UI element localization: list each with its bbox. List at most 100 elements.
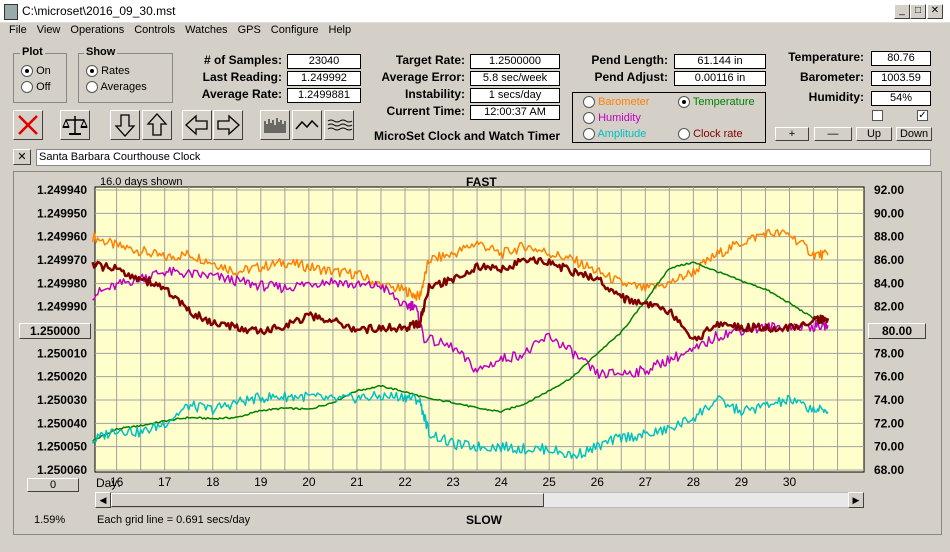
x-tick-label: 16 (110, 475, 124, 489)
y-left-tick-label: 1.249950 (37, 206, 87, 220)
balance-button[interactable] (60, 110, 90, 140)
y-left-tick-label: 1.250030 (37, 393, 87, 407)
line-chart-icon (295, 119, 319, 130)
arrow-down-button[interactable] (110, 110, 140, 140)
plot-off-radio[interactable] (21, 81, 33, 94)
humidity-label: Humidity: (808, 90, 864, 104)
plot-off-option[interactable]: Off (21, 81, 51, 94)
barometer-value: 1003.59 (871, 71, 931, 86)
clock-name-field[interactable]: Santa Barbara Courthouse Clock (36, 149, 931, 166)
plot-on-label: On (36, 65, 51, 77)
window-title: C:\microset\2016_09_30.mst (22, 4, 176, 18)
x-tick-label: 24 (494, 475, 508, 489)
y-left-tick-label: 1.250010 (37, 346, 87, 360)
sensor-option-humidity[interactable]: Humidity (583, 112, 641, 125)
plus-button[interactable]: + (775, 127, 809, 141)
x-tick-label: 18 (206, 475, 220, 489)
temperature-radio[interactable] (678, 96, 690, 109)
y-left-tick-label: 1.250040 (37, 416, 87, 430)
average-rate-value: 1.2499881 (287, 88, 361, 103)
sensor-option-barometer[interactable]: Barometer (583, 96, 649, 109)
y-right-tick-label: 90.00 (874, 206, 904, 220)
humidity-radio[interactable] (583, 112, 595, 125)
scroll-thumb[interactable] (111, 493, 544, 507)
y-left-tick-label: 1.249970 (37, 253, 87, 267)
plot-on-radio[interactable] (21, 65, 33, 78)
menu-view[interactable]: View (36, 24, 61, 36)
y-right-tick-label: 84.00 (874, 276, 904, 290)
left-axis-center-button[interactable]: 1.250000 (19, 323, 91, 339)
amplitude-radio[interactable] (583, 128, 595, 141)
close-window-button[interactable]: ✕ (927, 4, 943, 19)
y-right-tick-label: 78.00 (874, 346, 904, 360)
instability-value: 1 secs/day (470, 88, 560, 103)
zero-button[interactable]: 0 (27, 478, 79, 492)
series-line-humidity (92, 266, 829, 379)
up-button[interactable]: Up (856, 127, 892, 141)
stop-button[interactable] (13, 110, 43, 140)
bars-view-button[interactable] (260, 110, 290, 140)
arrow-up-button[interactable] (142, 110, 172, 140)
menu-operations[interactable]: Operations (70, 24, 125, 36)
show-averages-radio[interactable] (86, 81, 98, 94)
sensor-options-box (572, 92, 766, 143)
maximize-button[interactable]: □ (910, 4, 926, 19)
checkbox-left[interactable] (872, 110, 883, 121)
x-tick-label: 20 (302, 475, 316, 489)
app-icon (4, 4, 18, 20)
arrow-down-icon (114, 114, 136, 137)
show-averages-option[interactable]: Averages (86, 81, 147, 94)
menu-file[interactable]: File (9, 24, 27, 36)
slow-label: SLOW (466, 513, 502, 527)
arrow-left-icon (185, 114, 208, 136)
arrow-left-button[interactable] (182, 110, 212, 140)
arrow-right-button[interactable] (213, 110, 243, 140)
down-button[interactable]: Down (896, 127, 932, 141)
minimize-button[interactable]: _ (894, 4, 910, 19)
grid-note: Each grid line = 0.691 secs/day (97, 514, 251, 526)
y-left-tick-label: 1.250050 (37, 440, 87, 454)
menu-configure[interactable]: Configure (270, 24, 319, 36)
right-axis-center-button[interactable]: 80.00 (868, 323, 926, 339)
average-rate-label: Average Rate: (201, 87, 282, 101)
y-left-tick-label: 1.250060 (37, 463, 87, 477)
clockrate-radio[interactable] (678, 128, 690, 141)
show-rates-radio[interactable] (86, 65, 98, 78)
average-error-label: Average Error: (381, 70, 465, 84)
samples-value: 23040 (287, 54, 361, 69)
instability-label: Instability: (404, 87, 465, 101)
checkbox-right[interactable]: ✓ (917, 110, 928, 121)
close-clock-button[interactable]: ✕ (13, 149, 31, 165)
series-line-amplitude (91, 390, 829, 460)
plot-on-option[interactable]: On (21, 65, 51, 78)
scroll-right-button[interactable]: ▶ (848, 492, 864, 508)
current-time-label: Current Time: (386, 104, 465, 118)
menu-controls[interactable]: Controls (134, 24, 176, 36)
scroll-left-button[interactable]: ◀ (95, 492, 111, 508)
sensor-option-temperature[interactable]: Temperature (678, 96, 755, 109)
menu-help[interactable]: Help (328, 24, 352, 36)
arrow-up-icon (146, 113, 168, 136)
barometer-radio[interactable] (583, 96, 595, 109)
x-tick-label: 26 (591, 475, 605, 489)
scale-icon (62, 116, 88, 135)
y-right-tick-label: 70.00 (874, 440, 904, 454)
y-left-tick-label: 1.249940 (37, 183, 87, 197)
sensor-option-amplitude[interactable]: Amplitude (583, 128, 646, 141)
minus-button[interactable]: — (814, 127, 852, 141)
menu-watches[interactable]: Watches (185, 24, 228, 36)
barometer-label: Barometer: (799, 70, 864, 84)
menu-gps[interactable]: GPS (237, 24, 261, 36)
y-left-tick-label: 1.249980 (37, 276, 87, 290)
day-axis-label: Day: (96, 476, 121, 490)
last-reading-label: Last Reading: (202, 70, 282, 84)
wave-view-button[interactable] (324, 110, 354, 140)
x-labels: 16 17 18 19 20 21 22 23 24 25 26 27 28 29 30 (110, 475, 797, 489)
sensor-option-clockrate[interactable]: Clock rate (678, 128, 743, 141)
line-view-button[interactable] (292, 110, 322, 140)
show-averages-label: Averages (100, 81, 147, 93)
x-tick-label: 19 (254, 475, 268, 489)
series-line-temperature (92, 261, 829, 442)
humidity-option-label: Humidity (598, 112, 641, 124)
show-rates-option[interactable]: Rates (86, 65, 130, 78)
